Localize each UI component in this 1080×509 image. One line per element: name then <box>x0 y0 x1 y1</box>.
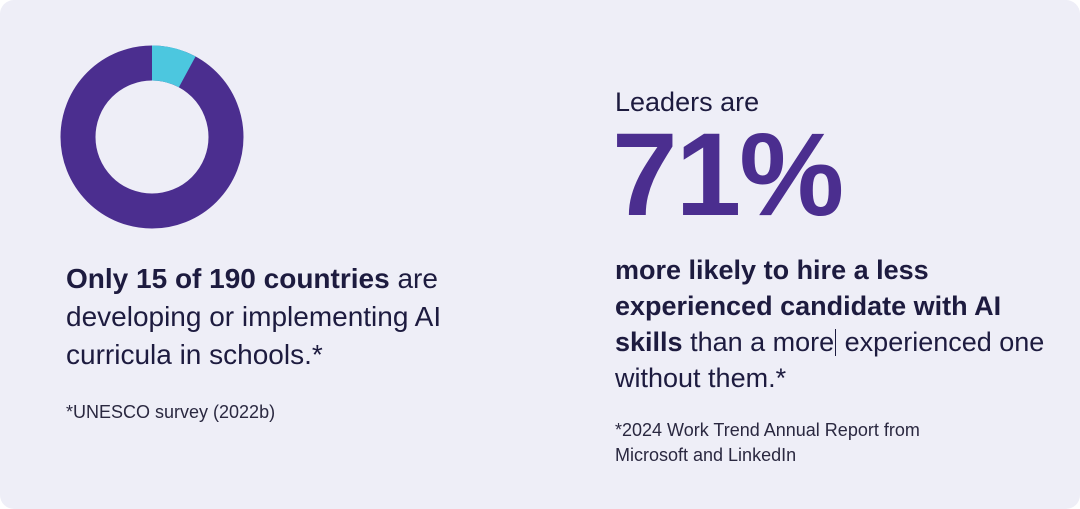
hiring-statistic-text-part1: than a more <box>682 327 835 357</box>
unesco-footnote: *UNESCO survey (2022b) <box>66 402 276 422</box>
countries-statistic-highlight: Only 15 of 190 countries <box>66 263 390 294</box>
hiring-statistic-text-part2: experienced one without them.* <box>615 327 1045 393</box>
text-cursor <box>835 329 837 356</box>
hiring-statistic-highlight: more likely to hire a less experienced c… <box>615 255 1002 357</box>
percentage-figure: 71% <box>612 109 844 241</box>
hiring-statistic: more likely to hire a less experienced c… <box>615 252 1055 396</box>
countries-donut-chart <box>60 45 244 229</box>
countries-statistic-text: are developing or implementing AI curric… <box>66 263 442 370</box>
countries-statistic: Only 15 of 190 countries are developing … <box>66 260 496 374</box>
report-footnote: *2024 Work Trend Annual Report from Micr… <box>615 420 920 465</box>
donut-remaining-ring <box>60 45 244 229</box>
donut-highlight-segment <box>151 45 196 88</box>
leaders-lead-text: Leaders are <box>615 87 760 117</box>
